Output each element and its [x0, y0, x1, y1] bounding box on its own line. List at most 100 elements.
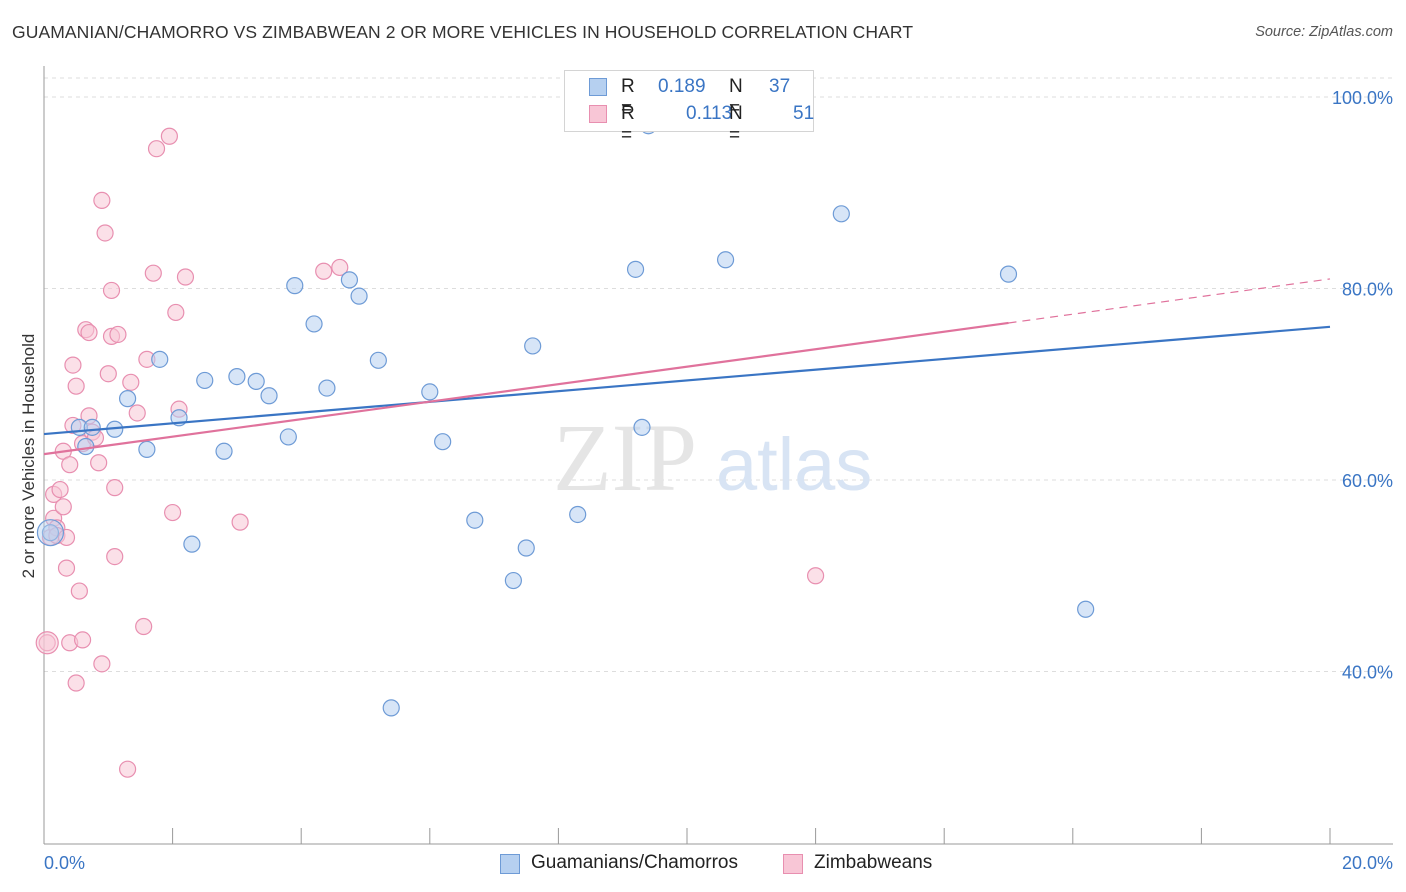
zimbabwean-point	[57, 559, 76, 577]
guamanian-point	[421, 383, 439, 401]
zimbabwean-point	[67, 674, 85, 692]
zimbabwean-point	[70, 582, 88, 600]
zimbabwean-point	[106, 479, 124, 497]
chart-title: GUAMANIAN/CHAMORRO VS ZIMBABWEAN 2 OR MO…	[12, 22, 914, 42]
guamanian-point	[118, 390, 137, 408]
legend-swatch-blue	[500, 854, 520, 874]
guamanian-point	[504, 571, 522, 590]
guamanian-point	[286, 277, 304, 295]
legend-swatch-pink	[589, 105, 607, 123]
guamanian-point	[434, 433, 452, 451]
r-label: R =	[621, 103, 635, 146]
zimbabwean-point	[73, 631, 92, 649]
zimbabwean-trend-extension	[1008, 278, 1331, 324]
guamanian-point	[215, 442, 233, 460]
legend-swatch-blue	[589, 78, 607, 96]
guamanian-point	[369, 351, 387, 369]
guamanian-point	[340, 271, 359, 289]
guamanian-point	[151, 350, 169, 368]
guamanian-point	[524, 337, 542, 355]
guamanian-trend-line	[43, 325, 1331, 436]
zimbabwean-point	[93, 191, 111, 210]
zimbabwean-point	[90, 454, 108, 472]
guamanian-point	[83, 418, 101, 436]
zimbabwean-point	[109, 325, 127, 344]
guamanian-point	[318, 379, 336, 397]
guamanian-point	[77, 437, 95, 456]
guamanian-point	[517, 539, 535, 557]
zimbabwean-point	[176, 268, 195, 286]
zimbabwean-point	[61, 456, 79, 474]
watermark-zip: ZIP	[553, 404, 697, 511]
zimbabwean-point	[80, 323, 98, 342]
legend-label: Zimbabweans	[814, 852, 933, 873]
correlation-legend: R = 0.189 N = 37 R = 0.113 N = 51	[564, 70, 815, 146]
guamanian-point	[196, 371, 214, 390]
guamanian-point	[228, 367, 246, 386]
n-value: 37	[769, 76, 791, 97]
zimbabwean-point	[135, 617, 153, 636]
legend-swatch-pink	[783, 854, 803, 874]
zimbabwean-point	[67, 377, 85, 395]
guamanian-point	[305, 315, 323, 333]
x-tick-label: 0.0%	[44, 853, 85, 873]
n-label: N =	[729, 103, 743, 146]
zimbabwean-point	[102, 281, 121, 300]
r-label: R =	[621, 76, 635, 119]
guamanian-point	[626, 260, 645, 278]
zimbabwean-point	[147, 140, 166, 158]
source-credit: Source: ZipAtlas.com	[1255, 24, 1393, 40]
zimbabwean-point	[35, 631, 59, 655]
zimbabwean-point	[331, 258, 349, 277]
zimbabwean-point	[160, 127, 178, 145]
grid-layer	[44, 77, 1393, 672]
zimbabwean-point	[118, 760, 137, 778]
guamanian-point	[350, 287, 368, 305]
zimbabwean-point	[122, 373, 140, 391]
zimbabwean-point	[315, 262, 333, 280]
zimbabwean-point	[99, 365, 117, 383]
zimbabwean-point	[57, 528, 76, 547]
zimbabwean-point	[231, 513, 249, 531]
guamanian-point	[183, 535, 201, 553]
zimbabwean-point	[96, 224, 114, 242]
guamanian-point	[466, 511, 484, 529]
zimbabwean-point	[64, 356, 82, 374]
zimbabwean-point	[167, 303, 185, 322]
zimbabwean-point	[144, 264, 162, 282]
guamanian-point	[260, 387, 278, 405]
guamanian-point	[138, 440, 156, 458]
guamanian-point	[1077, 600, 1095, 618]
trend-layer	[43, 278, 1331, 456]
zimbabwean-point	[164, 503, 182, 522]
guamanian-point	[36, 519, 65, 547]
zimbabwean-trend-line	[43, 321, 1009, 456]
guamanian-point	[247, 372, 265, 390]
watermark: ZIP atlas	[553, 404, 872, 511]
guamanian-point	[382, 699, 400, 717]
guamanian-point	[279, 428, 297, 446]
y-tick-label: 40.0%	[1342, 663, 1393, 683]
zimbabwean-point	[93, 655, 111, 673]
guamanian-point	[832, 205, 850, 223]
zimbabwean-point	[106, 547, 124, 566]
zimbabwean-point	[806, 567, 825, 585]
watermark-atlas: atlas	[716, 423, 872, 506]
n-value: 51	[793, 103, 815, 124]
axis-layer: 100.0% 80.0% 60.0% 40.0% 0.0% 20.0%	[43, 66, 1393, 873]
zimbabwean-point	[51, 480, 69, 499]
y-axis-label: 2 or more Vehicles in Household	[19, 334, 38, 579]
y-tick-label: 100.0%	[1332, 88, 1393, 108]
y-tick-label: 80.0%	[1342, 280, 1393, 300]
zimbabwean-point	[54, 498, 72, 516]
guamanian-point	[999, 265, 1018, 283]
guamanian-point	[41, 524, 60, 542]
x-tick-label: 20.0%	[1342, 853, 1393, 873]
r-value: 0.113	[686, 103, 733, 124]
y-tick-label: 60.0%	[1342, 471, 1393, 491]
zimbabwean-point	[128, 404, 146, 422]
n-label: N =	[729, 76, 743, 119]
guamanian-point	[569, 505, 587, 524]
